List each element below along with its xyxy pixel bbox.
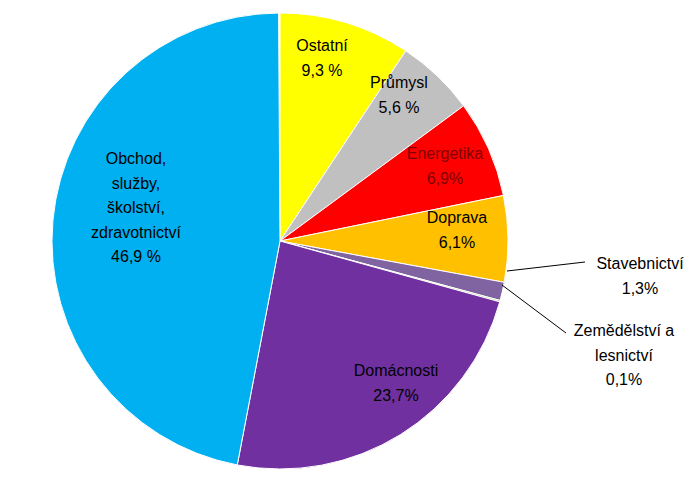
category-label: Stavebnictví (596, 255, 684, 272)
value-label: 0,1% (606, 371, 642, 388)
category-label: Ostatní (296, 37, 348, 54)
category-label: Doprava (427, 209, 488, 226)
value-label: 1,3% (622, 280, 658, 297)
pie (52, 13, 508, 469)
value-label: 6,1% (439, 234, 475, 251)
value-label: 46,9 % (111, 248, 161, 265)
data-labels: Ostatní 9,3 % Průmysl 5,6 % Energetika 6,9% Do… (91, 37, 684, 404)
category-label: Domácnosti (354, 362, 438, 379)
value-label: 5,6 % (379, 99, 420, 116)
value-label: 9,3 % (302, 62, 343, 79)
category-label: Průmysl (370, 74, 428, 91)
category-label: Energetika (407, 145, 484, 162)
value-label: 23,7% (373, 387, 418, 404)
leader-line (507, 262, 585, 271)
background (0, 0, 698, 489)
leader-line (502, 285, 566, 333)
chart: Ostatní 9,3 % Průmysl 5,6 % Energetika 6,9% Do… (0, 0, 698, 489)
category-label: Zemědělství alesnictví (574, 322, 675, 364)
pie-slice (52, 13, 280, 465)
category-label: Obchod,služby,školství,zdravotnictví (91, 150, 181, 241)
value-label: 6,9% (427, 170, 463, 187)
pie-slice (237, 241, 499, 469)
